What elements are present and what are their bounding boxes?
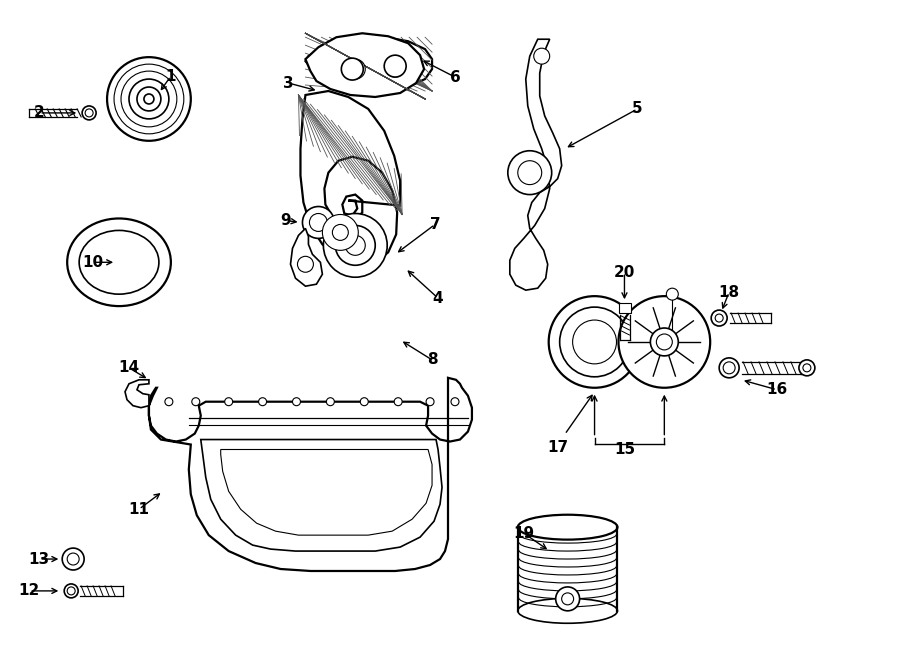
Circle shape: [298, 256, 313, 272]
Text: 17: 17: [547, 440, 568, 455]
Circle shape: [336, 225, 375, 265]
Circle shape: [799, 360, 815, 376]
Polygon shape: [148, 378, 472, 571]
Text: 12: 12: [19, 584, 40, 598]
Text: 13: 13: [29, 551, 50, 566]
Circle shape: [341, 58, 364, 80]
FancyBboxPatch shape: [619, 303, 632, 313]
Circle shape: [292, 398, 301, 406]
Circle shape: [451, 398, 459, 406]
Circle shape: [346, 235, 365, 255]
Circle shape: [560, 307, 629, 377]
Ellipse shape: [79, 231, 159, 294]
Text: 5: 5: [632, 101, 643, 116]
Text: 18: 18: [718, 285, 740, 299]
Circle shape: [332, 225, 348, 241]
Text: 6: 6: [450, 69, 461, 85]
Circle shape: [508, 151, 552, 194]
Ellipse shape: [518, 515, 617, 539]
Circle shape: [62, 548, 84, 570]
Circle shape: [64, 584, 78, 598]
Text: 14: 14: [119, 360, 140, 375]
Text: 8: 8: [427, 352, 437, 368]
Circle shape: [258, 398, 266, 406]
Circle shape: [327, 398, 335, 406]
Circle shape: [86, 109, 93, 117]
Circle shape: [137, 87, 161, 111]
Circle shape: [656, 334, 672, 350]
Polygon shape: [201, 440, 442, 551]
Circle shape: [302, 206, 335, 239]
Text: 15: 15: [614, 442, 635, 457]
Circle shape: [562, 593, 573, 605]
Text: 4: 4: [433, 291, 444, 305]
Polygon shape: [301, 91, 400, 265]
Text: 19: 19: [513, 525, 535, 541]
Ellipse shape: [68, 219, 171, 306]
Circle shape: [165, 398, 173, 406]
Text: 2: 2: [34, 105, 45, 120]
Circle shape: [322, 214, 358, 251]
Circle shape: [618, 296, 710, 388]
Text: 1: 1: [166, 69, 176, 83]
Polygon shape: [220, 449, 432, 535]
Text: 10: 10: [83, 254, 104, 270]
Circle shape: [346, 59, 365, 79]
Text: 9: 9: [280, 213, 291, 228]
Circle shape: [716, 314, 724, 322]
Circle shape: [144, 94, 154, 104]
Polygon shape: [291, 229, 322, 286]
Circle shape: [394, 398, 402, 406]
Circle shape: [651, 328, 679, 356]
Circle shape: [121, 71, 176, 127]
Ellipse shape: [518, 598, 617, 623]
Circle shape: [68, 587, 76, 595]
Circle shape: [310, 214, 328, 231]
Text: 11: 11: [129, 502, 149, 517]
Circle shape: [711, 310, 727, 326]
Text: 16: 16: [767, 382, 788, 397]
Circle shape: [534, 48, 550, 64]
Circle shape: [549, 296, 641, 388]
Circle shape: [385, 57, 405, 77]
Circle shape: [360, 398, 368, 406]
Circle shape: [666, 288, 679, 300]
Circle shape: [107, 57, 191, 141]
Circle shape: [518, 161, 542, 184]
Circle shape: [192, 398, 200, 406]
Text: 3: 3: [284, 75, 293, 91]
Circle shape: [129, 79, 169, 119]
Polygon shape: [305, 37, 432, 87]
Circle shape: [572, 320, 616, 364]
Circle shape: [114, 64, 184, 134]
Circle shape: [225, 398, 233, 406]
Circle shape: [426, 398, 434, 406]
Text: 20: 20: [614, 265, 635, 280]
Polygon shape: [305, 33, 424, 97]
Polygon shape: [509, 39, 562, 290]
Circle shape: [82, 106, 96, 120]
Text: 7: 7: [429, 217, 440, 232]
Circle shape: [724, 362, 735, 374]
Circle shape: [323, 214, 387, 277]
Circle shape: [555, 587, 580, 611]
Circle shape: [803, 364, 811, 372]
Circle shape: [68, 553, 79, 565]
Polygon shape: [125, 380, 148, 408]
Circle shape: [384, 55, 406, 77]
Circle shape: [719, 358, 739, 378]
